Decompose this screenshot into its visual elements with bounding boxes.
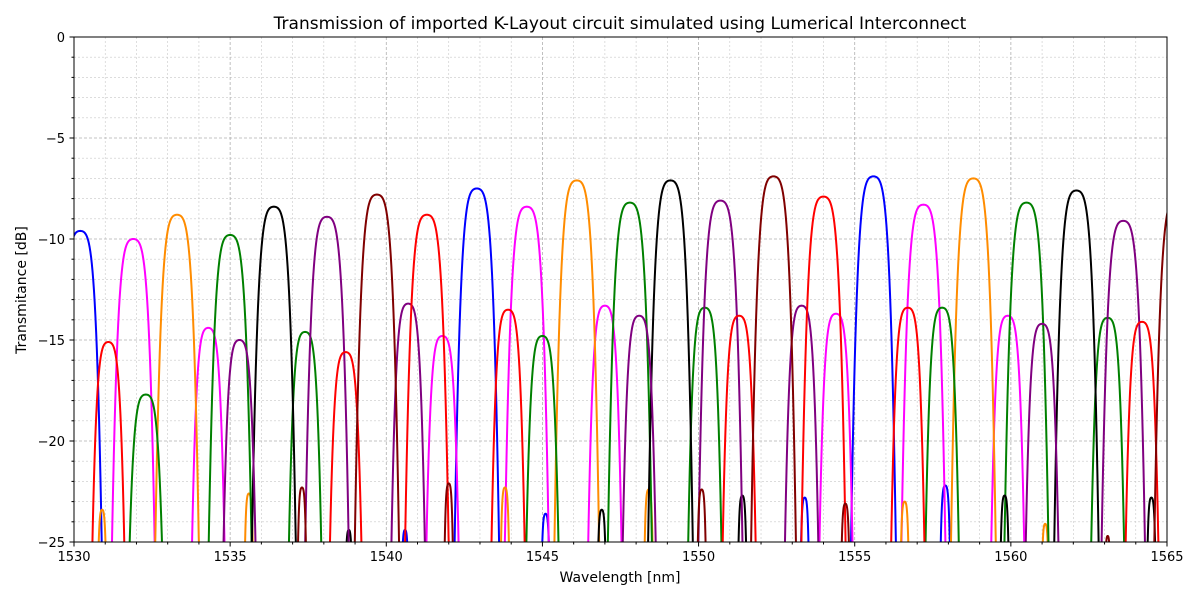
series-7-peak-5 [721, 314, 757, 542]
series-2-peak-5 [587, 304, 623, 542]
series-7-peak-4 [490, 308, 526, 542]
series-2-peak-7 [900, 203, 947, 542]
series-7-peak-8 [1124, 320, 1160, 542]
series-4-peak-5 [606, 201, 653, 542]
series-2-peak-1 [111, 238, 156, 542]
y-tick-label: −5 [46, 132, 65, 147]
series-6-peak-8 [1100, 219, 1146, 542]
series-5-peak-8 [1146, 496, 1157, 542]
series-6-peak-1 [222, 339, 257, 542]
series-5-peak-6 [999, 494, 1010, 542]
series-3-peak-2 [154, 213, 200, 542]
series-7-peak-1 [91, 341, 126, 542]
x-axis-label: Wavelength [nm] [560, 570, 681, 586]
y-tick-label: −20 [38, 435, 65, 450]
series-5-peak-7 [1053, 189, 1100, 542]
series-4-peak-3 [287, 330, 323, 542]
series-7-peak-6 [800, 195, 847, 542]
series-2-peak-8 [990, 314, 1026, 542]
series-1-peak-5 [800, 496, 810, 542]
series-6-peak-2 [304, 215, 350, 542]
series-8-peak-1 [297, 486, 307, 542]
y-tick-label: 0 [57, 31, 65, 46]
series-2-peak-3 [425, 334, 460, 542]
series-1-peak-6 [850, 175, 897, 542]
chart-title: Transmission of imported K-Layout circui… [273, 14, 967, 34]
series-4-peak-1 [128, 393, 163, 542]
series-8-peak-4 [696, 488, 707, 542]
series-1-peak-1 [74, 229, 103, 542]
x-tick-label: 1530 [57, 550, 90, 565]
series-5-peak-1 [250, 205, 297, 542]
series-4-peak-2 [207, 233, 253, 542]
x-tick-label: 1540 [370, 550, 403, 565]
series-4-peak-8 [1003, 201, 1050, 542]
series-8-peak-5 [750, 175, 797, 542]
series-3-peak-5 [553, 179, 601, 542]
series-3-peak-4 [500, 486, 510, 542]
series-8-peak-2 [353, 193, 401, 542]
series-5-peak-3 [597, 508, 607, 542]
series-8-peak-3 [443, 482, 454, 542]
series-8 [297, 175, 1167, 542]
x-tick-label: 1560 [994, 550, 1027, 565]
x-tick-label: 1545 [526, 550, 559, 565]
series-7-peak-2 [328, 351, 363, 542]
series-2 [111, 203, 1026, 542]
y-tick-label: −25 [38, 536, 65, 551]
series-4-peak-4 [525, 334, 560, 542]
series-2-peak-2 [191, 326, 226, 542]
series-6-peak-5 [697, 199, 744, 542]
y-tick-label: −10 [38, 233, 65, 248]
x-tick-label: 1550 [682, 550, 715, 565]
series-6-peak-6 [783, 304, 820, 542]
series-4-peak-7 [924, 306, 960, 542]
series-8-peak-6 [840, 502, 850, 542]
series-4-peak-9 [1090, 316, 1126, 542]
series-3-peak-1 [97, 508, 107, 542]
series-5-peak-4 [647, 179, 694, 542]
axes: 1530 1535 1540 1545 1550 1555 1560 1565 −25 −20 −1… [38, 31, 1184, 565]
series-6-peak-7 [1024, 322, 1060, 542]
x-tick-label: 1565 [1150, 550, 1183, 565]
series-1-peak-4 [541, 512, 550, 542]
series-8-peak-7 [1105, 534, 1111, 542]
series-7 [91, 195, 1160, 542]
y-axis-label: Transmitance [dB] [14, 226, 30, 355]
series-7-peak-3 [404, 213, 450, 542]
series-6 [222, 199, 1146, 542]
series-2-peak-6 [818, 312, 854, 542]
series-3-peak-9 [1041, 522, 1049, 542]
x-tick-label: 1555 [838, 550, 871, 565]
y-tick-label: −15 [38, 334, 65, 349]
series-3-peak-3 [244, 492, 254, 542]
plot-frame [73, 36, 1168, 543]
series-3-peak-8 [950, 177, 997, 542]
series-6-peak-4 [621, 314, 657, 542]
plot-area [74, 175, 1167, 542]
series-3-peak-7 [900, 500, 910, 542]
x-tick-label: 1535 [214, 550, 247, 565]
series-7-peak-7 [890, 306, 926, 542]
series-6-peak-3 [390, 302, 426, 542]
series-2-peak-4 [503, 205, 550, 542]
series-1-peak-3 [453, 187, 501, 542]
